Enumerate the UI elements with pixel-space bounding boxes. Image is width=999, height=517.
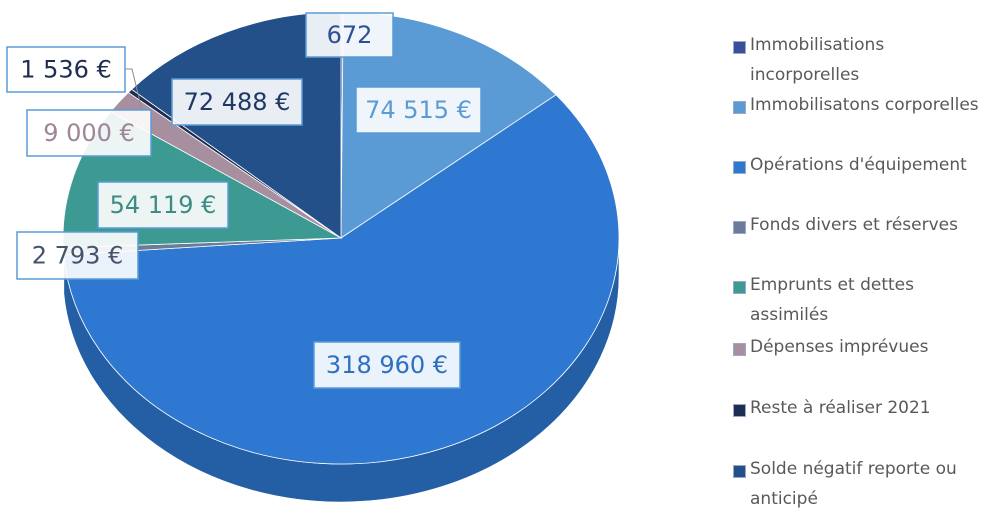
data-label-text: 54 119 €: [110, 191, 217, 219]
data-label-2: 74 515 €: [355, 86, 482, 134]
legend-item-6: Dépenses imprévues: [733, 337, 995, 362]
legend-label: Opérations d'équipement: [750, 155, 967, 175]
legend-swatch: [733, 343, 746, 356]
data-label-box: [313, 341, 461, 389]
data-label-box: [6, 46, 126, 93]
legend-item-7: Reste à réaliser 2021: [733, 398, 995, 423]
data-label-7: 1 536 €: [6, 46, 126, 93]
legend-item-2: Immobilisatons corporelles: [733, 95, 995, 120]
data-label-5: 54 119 €: [97, 181, 229, 229]
legend-label: Reste à réaliser 2021: [750, 398, 931, 418]
data-label-text: 318 960 €: [326, 351, 448, 379]
legend-item-5: Emprunts et dettes assimilés: [733, 275, 995, 330]
data-label-box: [16, 231, 139, 280]
pie-data-labels: 672 74 515 € 318 960 € 2 793 € 54 119 € 9 000…: [6, 12, 482, 389]
data-label-1: 672: [305, 12, 394, 58]
data-label-box: [171, 78, 303, 126]
data-label-text: 74 515 €: [365, 96, 472, 124]
legend-swatch: [733, 404, 746, 417]
data-label-box: [97, 181, 229, 229]
legend-swatch: [733, 281, 746, 294]
legend-label: Dépenses imprévues: [750, 337, 929, 357]
legend-item-8: Solde négatif reporte ou anticipé: [733, 459, 995, 514]
legend-label: Immobilisations incorporelles: [750, 35, 885, 85]
data-label-box: [355, 86, 482, 134]
data-label-box: [26, 109, 152, 157]
leader-line-reste: [125, 68, 143, 111]
data-label-text: 72 488 €: [184, 88, 291, 116]
data-label-text: 2 793 €: [32, 242, 124, 270]
data-label-text: 672: [327, 21, 373, 49]
data-label-text: 1 536 €: [20, 56, 112, 84]
legend-item-1: Immobilisations incorporelles: [733, 35, 995, 90]
data-label-3: 318 960 €: [313, 341, 461, 389]
legend-swatch: [733, 161, 746, 174]
data-label-8: 72 488 €: [171, 78, 303, 126]
legend-swatch: [733, 465, 746, 478]
legend-label: Emprunts et dettes assimilés: [750, 275, 914, 325]
legend-label: Solde négatif reporte ou anticipé: [750, 459, 957, 509]
legend-label: Immobilisatons corporelles: [750, 95, 979, 115]
pie-slice-3: [63, 94, 620, 465]
data-label-text: 9 000 €: [43, 119, 135, 147]
legend-swatch: [733, 41, 746, 54]
legend-swatch: [733, 221, 746, 234]
legend-label: Fonds divers et réserves: [750, 215, 958, 235]
legend-swatch: [733, 101, 746, 114]
legend-item-4: Fonds divers et réserves: [733, 215, 995, 240]
data-label-4: 2 793 €: [16, 231, 139, 280]
pie-top-faces: [62, 11, 620, 465]
data-label-box: [305, 12, 394, 58]
data-label-6: 9 000 €: [26, 109, 152, 157]
legend-item-3: Opérations d'équipement: [733, 155, 995, 180]
